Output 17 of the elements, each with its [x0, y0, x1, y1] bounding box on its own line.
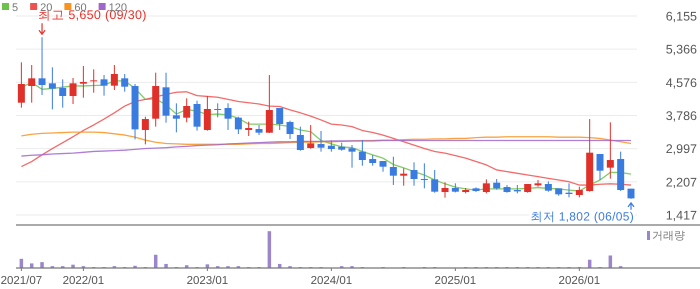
- y-tick-label: 5,366: [666, 42, 698, 57]
- x-tick-label: 2025/01: [434, 275, 476, 287]
- x-tick-label: 2026/01: [558, 275, 600, 287]
- legend-거래량: 거래량: [647, 230, 685, 242]
- x-tick-label: 2024/01: [310, 275, 352, 287]
- annotation: 최저 1,802 (06/05): [529, 202, 635, 224]
- y-tick-label: 2,997: [666, 142, 698, 156]
- x-tick-label: 2021/07: [0, 275, 42, 287]
- annotation: 최저 1,802 (06/05): [530, 209, 634, 224]
- x-tick-label: 2023/01: [186, 275, 228, 287]
- legend-label: 5: [12, 2, 18, 14]
- y-tick-label: 1,417: [666, 208, 698, 223]
- x-tick-label: 2022/01: [62, 275, 104, 287]
- y-tick-label: 6,155: [666, 10, 698, 24]
- y-tick-label: 2,207: [666, 175, 698, 190]
- y-tick-label: 4,576: [666, 76, 698, 90]
- y-tick-label: 3,786: [666, 109, 698, 123]
